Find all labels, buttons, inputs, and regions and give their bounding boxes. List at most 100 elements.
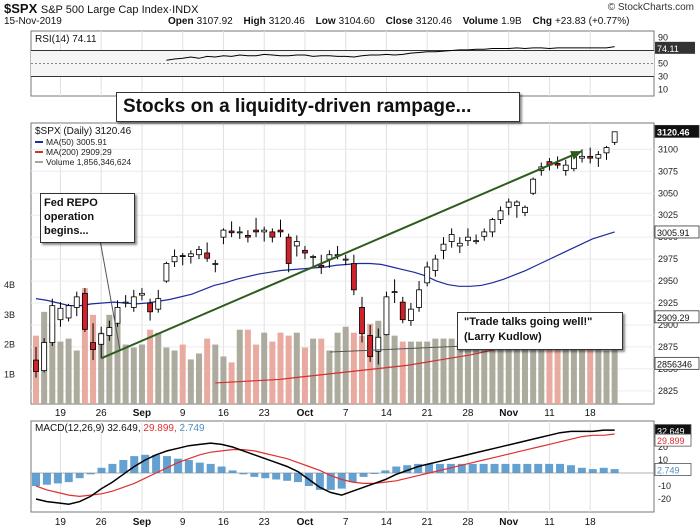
macd-histogram-bar bbox=[545, 463, 554, 473]
candle-body bbox=[465, 236, 471, 242]
macd-x-tick-label: 18 bbox=[585, 517, 597, 528]
candle-body bbox=[318, 264, 325, 268]
macd-histogram-bar bbox=[53, 473, 62, 484]
fed-repo-pointer bbox=[99, 239, 121, 351]
price-tick-label: 2825 bbox=[658, 386, 678, 396]
volume-bar bbox=[57, 341, 64, 404]
candle-body bbox=[90, 342, 96, 350]
candle-body bbox=[163, 263, 170, 282]
candle-body bbox=[179, 255, 186, 257]
candle-body bbox=[587, 155, 594, 159]
candle-body bbox=[147, 302, 154, 313]
macd-histogram-bar bbox=[381, 470, 390, 473]
macd-histogram-bar bbox=[392, 466, 401, 473]
macd-histogram-bar bbox=[250, 473, 259, 477]
volume-bar bbox=[554, 338, 561, 404]
candle-body bbox=[432, 258, 439, 271]
volume-bar bbox=[350, 332, 357, 404]
candle-body bbox=[554, 162, 561, 166]
price-x-tick-label: 21 bbox=[422, 408, 434, 419]
candle-body bbox=[513, 201, 520, 206]
candle-body bbox=[244, 234, 251, 238]
volume-bar bbox=[285, 335, 292, 404]
candle-body bbox=[65, 305, 72, 319]
macd-x-tick-label: Oct bbox=[297, 517, 314, 528]
macd-tick-label: 10 bbox=[658, 455, 668, 465]
volume-bar bbox=[391, 335, 398, 404]
volume-label: Volume bbox=[462, 16, 499, 27]
candle-body bbox=[456, 242, 463, 247]
macd-histogram-bar bbox=[370, 473, 379, 474]
volume-bar bbox=[342, 326, 349, 404]
candle-body bbox=[253, 229, 259, 233]
candle-body bbox=[302, 249, 308, 254]
volume-bar bbox=[367, 323, 374, 404]
macd-histogram-bar bbox=[119, 460, 128, 473]
candle-body bbox=[489, 219, 496, 233]
macd-histogram-bar bbox=[425, 463, 434, 473]
fed-repo-line-3: begins... bbox=[44, 225, 89, 237]
separator: · bbox=[168, 4, 173, 16]
chg-value: +23.83 (+0.77%) bbox=[554, 16, 630, 27]
volume-bar bbox=[611, 347, 618, 404]
macd-x-tick-label: 26 bbox=[96, 517, 108, 528]
open-value: 3107.92 bbox=[196, 16, 233, 27]
candle-body bbox=[359, 307, 365, 335]
volume-bar bbox=[212, 344, 219, 404]
macd-histogram-bar bbox=[577, 467, 586, 473]
candle-body bbox=[57, 307, 64, 321]
chg-label: Chg bbox=[532, 16, 552, 27]
volume-bar bbox=[130, 347, 137, 404]
volume-bar bbox=[244, 329, 251, 404]
price-tick-label: 3025 bbox=[658, 210, 678, 220]
quote-date: 15-Nov-2019 bbox=[4, 16, 62, 27]
volume-bar bbox=[81, 288, 88, 404]
macd-value-label: 32.649 bbox=[657, 427, 685, 437]
macd-x-tick-label: Sep bbox=[133, 517, 151, 528]
macd-histogram-bar bbox=[173, 458, 182, 473]
candle-body bbox=[285, 236, 292, 264]
rsi-value-tag bbox=[655, 41, 695, 54]
volume-bar bbox=[326, 350, 333, 404]
volume-bar bbox=[114, 317, 121, 404]
price-x-tick-label: Oct bbox=[297, 408, 314, 419]
macd-legend-part: MACD(12,26,9) 32.649, bbox=[35, 423, 143, 434]
price-x-tick-label: Nov bbox=[499, 408, 518, 419]
macd-histogram-bar bbox=[163, 456, 172, 473]
macd-legend-part: 29.899, bbox=[143, 423, 179, 434]
macd-histogram-bar bbox=[599, 467, 608, 473]
candle-body bbox=[595, 154, 602, 159]
volume-bar bbox=[228, 362, 235, 404]
volume-bar bbox=[513, 335, 520, 404]
macd-value-label: 29.899 bbox=[657, 436, 685, 446]
macd-histogram-bar bbox=[86, 473, 95, 475]
volume-bar bbox=[407, 341, 414, 404]
macd-tick-label: -10 bbox=[658, 481, 671, 491]
price-x-tick-label: 26 bbox=[96, 408, 108, 419]
candle-body bbox=[416, 289, 422, 308]
macd-x-tick-label: 7 bbox=[343, 517, 349, 528]
price-value-tag bbox=[654, 310, 700, 324]
volume-bar bbox=[73, 350, 80, 404]
volume-bar bbox=[187, 359, 194, 404]
symbol-line: $SPX S&P 500 Large Cap Index·INDX bbox=[4, 1, 198, 16]
volume-bar bbox=[424, 341, 431, 404]
low-label: Low bbox=[315, 16, 336, 27]
macd-line bbox=[35, 429, 615, 505]
volume-bar bbox=[579, 341, 586, 404]
macd-histogram-bar bbox=[272, 473, 281, 480]
price-value-tag bbox=[654, 225, 700, 239]
candle-body bbox=[440, 243, 447, 251]
candle-body bbox=[579, 155, 585, 159]
candle-body bbox=[350, 263, 357, 291]
volume-bar bbox=[65, 338, 72, 404]
volume-bar bbox=[236, 329, 243, 404]
candle-body bbox=[155, 298, 162, 310]
rsi-line bbox=[166, 46, 615, 61]
macd-histogram-bar bbox=[315, 473, 324, 490]
volume-bar bbox=[473, 335, 480, 404]
macd-histogram-bar bbox=[403, 465, 412, 473]
volume-bar bbox=[106, 314, 113, 404]
candle-body bbox=[82, 292, 88, 330]
macd-histogram-bar bbox=[184, 460, 193, 473]
